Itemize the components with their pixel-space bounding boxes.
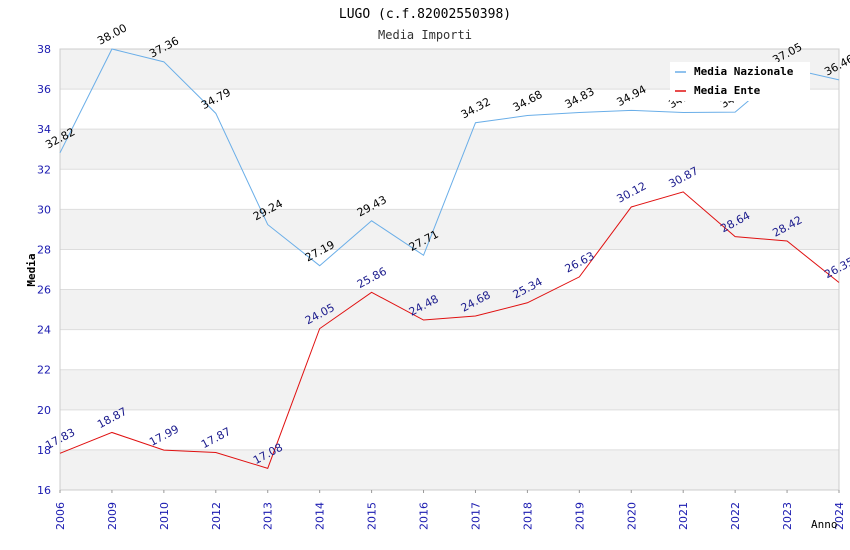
legend-label-media-ente: Media Ente [694, 84, 761, 97]
grid-band [60, 369, 839, 410]
y-axis-ticks: 16 18 20 22 24 26 28 30 32 34 36 38 [37, 43, 51, 497]
data-label: 26.63 [563, 249, 597, 275]
legend-box [670, 62, 810, 101]
x-tick-label: 2022 [729, 502, 742, 530]
plot-background-bands [60, 49, 839, 490]
data-label: 30.12 [615, 179, 649, 205]
x-tick-label: 2016 [418, 502, 431, 530]
x-tick-label: 2024 [833, 502, 846, 530]
y-tick-label: 30 [37, 203, 51, 216]
legend-label-media-nazionale: Media Nazionale [694, 65, 794, 78]
x-tick-label: 2006 [54, 502, 67, 530]
chart-title: LUGO (c.f.82002550398) [339, 7, 511, 22]
grid-band [60, 289, 839, 330]
x-tick-label: 2020 [625, 502, 638, 530]
x-tick-label: 2009 [106, 502, 119, 530]
series-line-media-nazionale [59, 48, 840, 267]
y-tick-label: 34 [37, 123, 51, 136]
grid-band [60, 449, 839, 490]
y-tick-label: 22 [37, 364, 51, 377]
y-tick-label: 18 [37, 444, 51, 457]
x-axis-ticks: 2006 2009 2010 2012 2013 2014 2015 2016 2017 2018… [54, 490, 846, 530]
grid-band [60, 129, 839, 170]
chart-subtitle: Media Importi [378, 28, 472, 42]
data-label: 34.79 [199, 86, 233, 112]
x-tick-label: 2017 [469, 502, 482, 530]
series-lines [59, 48, 840, 469]
y-tick-label: 36 [37, 83, 51, 96]
x-tick-label: 2012 [210, 502, 223, 530]
gridlines [60, 48, 839, 491]
y-tick-label: 16 [37, 484, 51, 497]
y-tick-label: 24 [37, 324, 51, 337]
y-tick-label: 20 [37, 404, 51, 417]
y-axis-label: Media [25, 253, 38, 286]
x-tick-label: 2018 [521, 502, 534, 530]
series-line-media-ente [59, 191, 840, 469]
y-tick-label: 28 [37, 243, 51, 256]
data-label: 25.86 [355, 265, 389, 291]
x-tick-label: 2021 [677, 502, 690, 530]
y-tick-label: 38 [37, 43, 51, 56]
data-label: 17.87 [199, 425, 233, 451]
plot-frame [59, 48, 840, 491]
y-tick-label: 26 [37, 284, 51, 297]
grid-band [60, 209, 839, 250]
data-label: 38.00 [95, 21, 129, 47]
x-tick-label: 2019 [573, 502, 586, 530]
data-label: 17.99 [147, 422, 181, 448]
y-tick-label: 32 [37, 163, 51, 176]
x-tick-label: 2023 [781, 502, 794, 530]
data-label: 34.32 [459, 95, 493, 121]
data-label: 34.68 [511, 88, 545, 114]
x-tick-label: 2015 [366, 502, 379, 530]
x-tick-label: 2014 [314, 502, 327, 530]
x-tick-label: 2013 [262, 502, 275, 530]
x-axis-label: Anno [811, 518, 838, 531]
data-label: 26.35 [822, 255, 850, 281]
x-tick-label: 2010 [158, 502, 171, 530]
legend: Media Nazionale Media Ente [670, 62, 810, 101]
